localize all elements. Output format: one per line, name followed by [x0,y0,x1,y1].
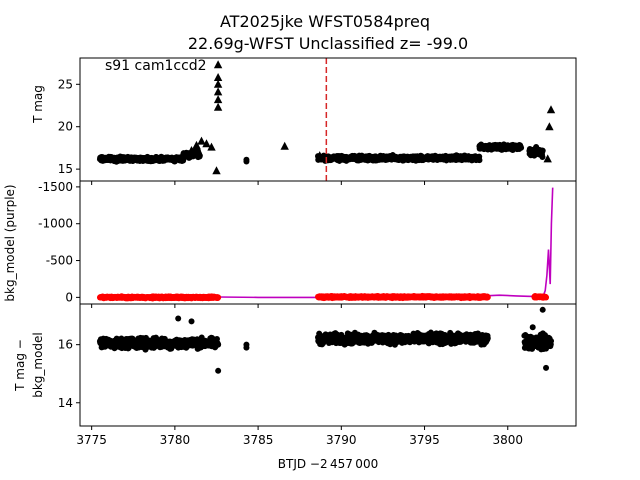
panel3-series1-point [545,425,547,426]
panel1-series2-triangle [545,122,554,131]
panel1-series2-triangle [197,136,206,145]
panel3-ytick-label: 14 [58,396,73,410]
panel1-series2-triangle [213,102,223,111]
panel1-series2-triangle [213,73,223,81]
panel3-series1-point [539,306,546,313]
xtick-label: 3800 [492,433,523,447]
panel2-ytick-label: -500 [46,254,73,268]
panel1-series2-triangle [543,154,552,163]
panel3-y-label-line1: T mag − [13,339,27,392]
panel1-series2-triangle [192,140,201,149]
panel3-series1-point [543,364,550,371]
xtick-label: 3790 [326,433,357,447]
panel3-ytick-label: 16 [58,338,73,352]
panel2-series1-line [100,187,554,299]
panel1-series2-triangle [213,79,223,88]
xtick-label: 3785 [243,433,274,447]
panel3-plot-area [96,306,555,435]
panel1-series1-point [539,153,546,160]
panel1-y-label: T mag [31,85,45,124]
panel1-series1-point [539,147,546,154]
panel2-y-label: bkg_model (purple) [3,184,17,301]
panel3-series1-point [541,429,547,435]
panel1-series1-point [243,156,250,163]
chart-title-line1: AT2025jke WFST0584preq [220,12,430,31]
panel3-series1-point [243,341,250,348]
panel1-series2-triangle [202,139,211,148]
panel2-ytick-label: -1000 [38,217,73,231]
panel2-ytick-label: 0 [65,290,73,304]
panel1-series1-point [196,152,203,159]
panel1-series2-triangle [187,146,196,154]
panel1-series2-triangle [213,87,223,96]
panel1-series1-point [518,144,525,151]
panel1-series2-triangle [213,60,223,69]
chart-title-line2: 22.69g-WFST Unclassified z= -99.0 [188,34,468,53]
panel1-series2-triangle [213,95,223,104]
panel3-series1-point [188,318,195,325]
panel3-series1-point [484,335,491,342]
sector-camera-annotation: s91 cam1ccd2 [105,58,207,74]
panel3-y-label-line2: bkg_model [31,332,45,398]
panel3-series1-point [215,341,222,348]
panel1-ytick-label: 25 [58,77,73,91]
panel1-series2-triangle [212,166,221,175]
panel1-ytick-label: 15 [58,162,73,176]
panel1-ytick-label: 20 [58,120,73,134]
panel1-series2-triangle [546,105,556,114]
panel1-series2-triangle [207,142,216,151]
x-axis-label: BTJD −2 457 000 [278,457,378,471]
panel3-series1-point [529,324,536,331]
panel3-series1-point [215,367,222,374]
xtick-label: 3780 [160,433,191,447]
panel2-series2-point [484,294,491,301]
panel2-series2-point [543,294,550,301]
xtick-label: 3775 [76,433,107,447]
panel1-plot-area [96,58,556,181]
panel2-frame [79,180,577,305]
panel3-series1-point [175,315,182,322]
panels: 15 20 25 0 -500 -1000 -1500 14 16 3775 3780 3785 379… [38,57,577,447]
panel2-plot-area [96,187,554,302]
panel2-series2-point [215,294,222,301]
xtick-label: 3795 [409,433,440,447]
panel3-series1-point [548,338,555,345]
panel1-series2-triangle [280,141,289,150]
panel2-ytick-label: -1500 [38,180,73,194]
panel1-series1-point [476,157,483,164]
panel3-frame [79,303,577,427]
panel1-series2-triangle [315,151,324,160]
